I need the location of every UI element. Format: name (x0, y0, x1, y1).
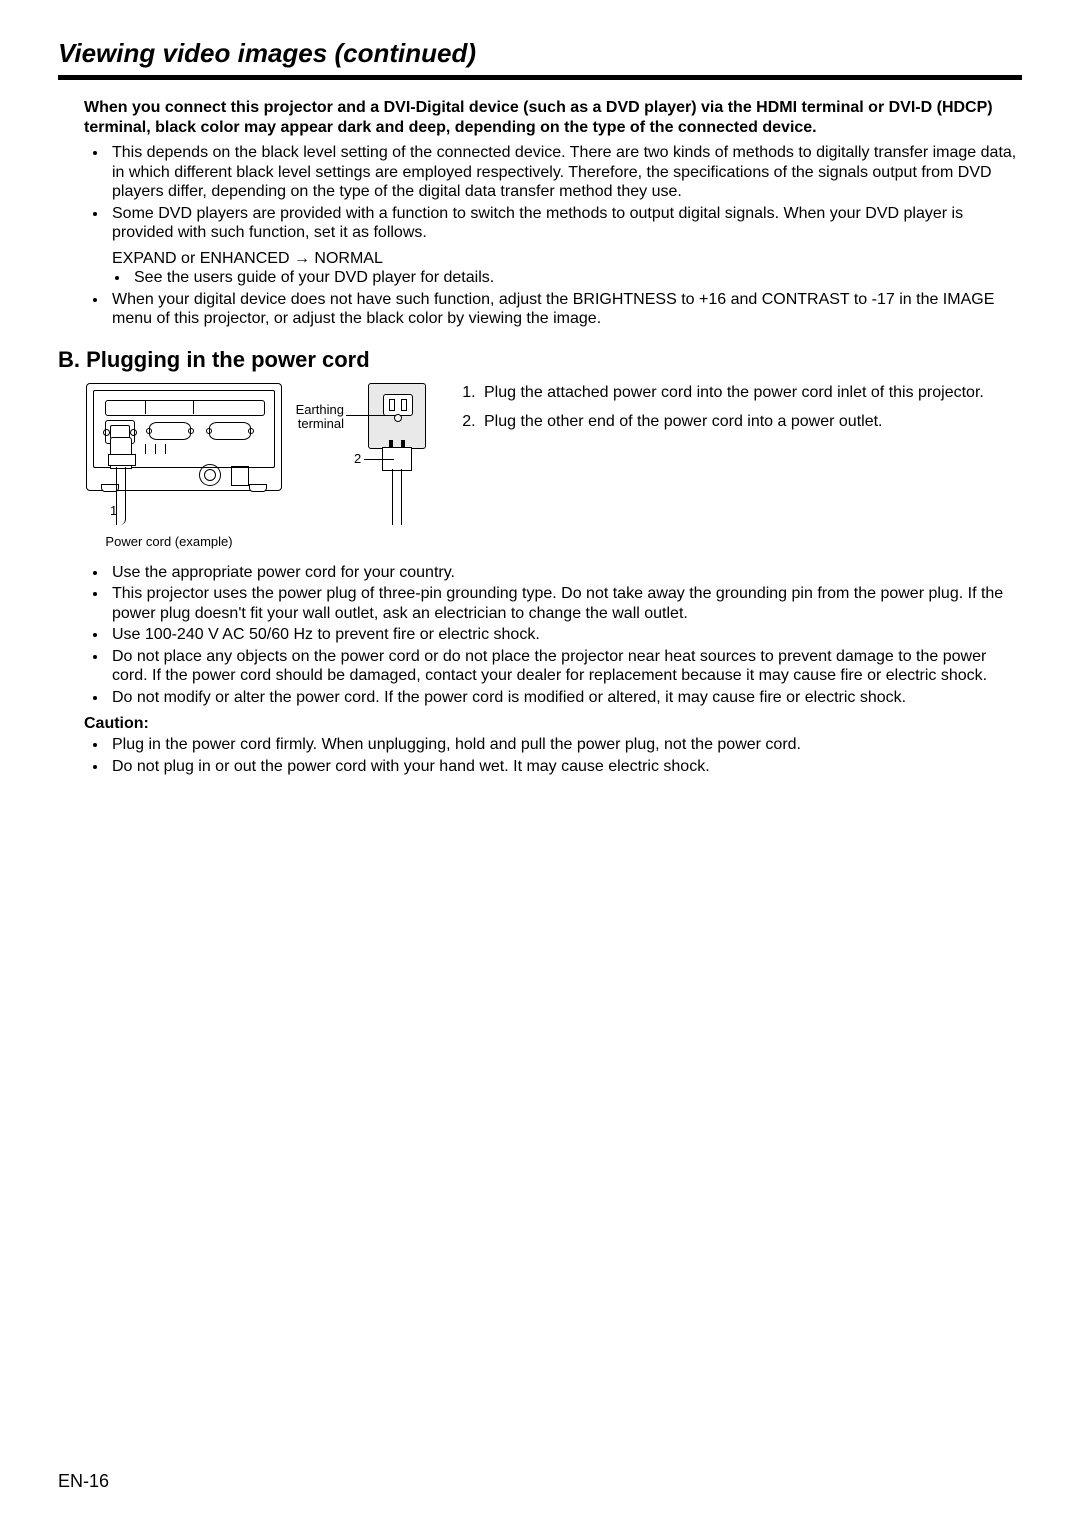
section-heading: B. Plugging in the power cord (58, 347, 1022, 373)
title-rule (58, 75, 1022, 80)
plug-icon (110, 437, 132, 469)
steps-column: Plug the attached power cord into the po… (456, 383, 1022, 442)
outlet-cord-line (392, 469, 402, 525)
leader-line (364, 459, 394, 460)
notes-list: Use the appropriate power cord for your … (58, 563, 1022, 708)
intro-list: This depends on the black level setting … (58, 143, 1022, 329)
page-number: EN-16 (58, 1471, 109, 1492)
page: Viewing video images (continued) When yo… (0, 0, 1080, 1528)
list-item: Use the appropriate power cord for your … (108, 563, 1022, 583)
diagram-row: Earthing terminal 2 1 Power cord (exampl… (58, 383, 1022, 549)
label-2: 2 (354, 451, 361, 466)
list-item: This projector uses the power plug of th… (108, 584, 1022, 623)
step-item: Plug the other end of the power cord int… (480, 412, 1022, 432)
wall-outlet-icon (368, 383, 426, 449)
list-item: Do not plug in or out the power cord wit… (108, 757, 1022, 777)
list-item-text: Some DVD players are provided with a fun… (112, 205, 963, 242)
cord-line (116, 467, 126, 525)
page-title: Viewing video images (continued) (58, 38, 1022, 69)
label-1: 1 (110, 503, 117, 518)
inner-list: See the users guide of your DVD player f… (112, 268, 1022, 288)
step-item: Plug the attached power cord into the po… (480, 383, 1022, 403)
list-item: Use 100-240 V AC 50/60 Hz to prevent fir… (108, 625, 1022, 645)
diagram-caption: Power cord (example) (58, 534, 280, 549)
label-earthing: Earthing terminal (288, 403, 344, 432)
list-item: When your digital device does not have s… (108, 290, 1022, 329)
leader-line (346, 415, 386, 416)
list-item: This depends on the black level setting … (108, 143, 1022, 202)
power-cord-diagram: Earthing terminal 2 1 (58, 383, 426, 528)
list-item: Plug in the power cord firmly. When unpl… (108, 735, 1022, 755)
intro-paragraph: When you connect this projector and a DV… (58, 98, 1022, 137)
list-item: Some DVD players are provided with a fun… (108, 204, 1022, 288)
caution-label: Caution: (84, 715, 1022, 733)
steps-list: Plug the attached power cord into the po… (456, 383, 1022, 432)
caution-list: Plug in the power cord firmly. When unpl… (58, 735, 1022, 776)
sub-line: EXPAND or ENHANCED → NORMAL (112, 249, 1022, 269)
list-item: See the users guide of your DVD player f… (130, 268, 1022, 288)
list-item: Do not place any objects on the power co… (108, 647, 1022, 686)
diagram-column: Earthing terminal 2 1 Power cord (exampl… (58, 383, 426, 549)
list-item: Do not modify or alter the power cord. I… (108, 688, 1022, 708)
